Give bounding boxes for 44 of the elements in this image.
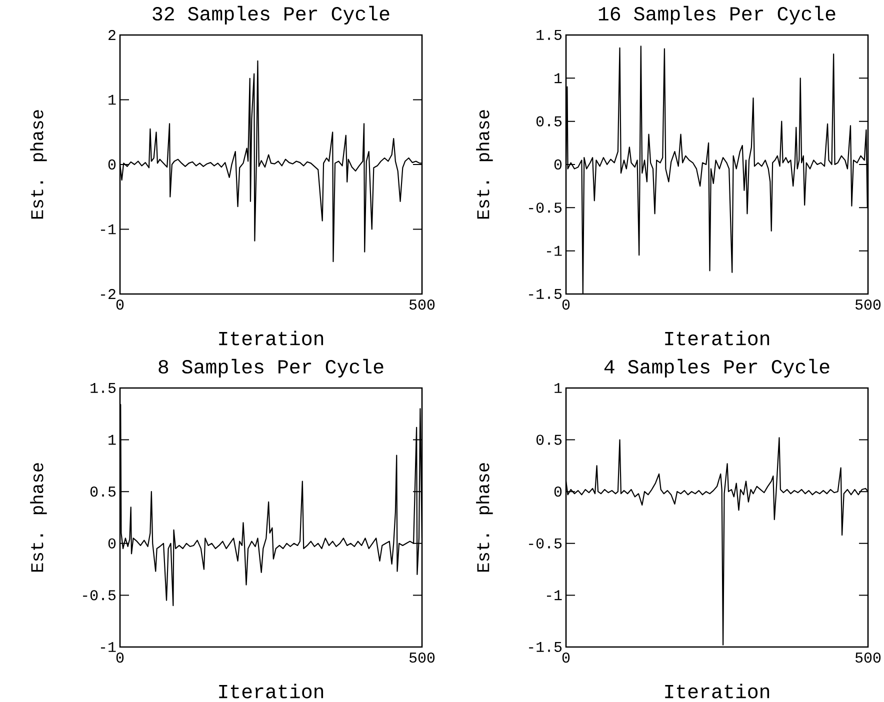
y-tick-label: -2 bbox=[100, 288, 116, 299]
chart-title: 8 Samples Per Cycle bbox=[158, 358, 384, 378]
x-tick-label: 0 bbox=[116, 300, 124, 310]
x-tick-label: 500 bbox=[409, 300, 435, 310]
y-tick-label: 1 bbox=[554, 73, 562, 84]
y-tick-label: 1.5 bbox=[536, 30, 562, 40]
y-tick-label: 1 bbox=[108, 434, 116, 445]
y-axis-title: Est. phase bbox=[476, 463, 493, 572]
y-tick-label: 2 bbox=[108, 30, 116, 40]
y-tick-label: -1 bbox=[546, 590, 562, 600]
x-tick-label: 0 bbox=[562, 652, 570, 663]
y-axis-title: Est. phase bbox=[30, 463, 47, 572]
y-tick-label: -1 bbox=[546, 246, 562, 256]
chart-title: 32 Samples Per Cycle bbox=[152, 6, 390, 25]
x-axis-title: Iteration bbox=[219, 684, 324, 698]
y-tick-label: 1 bbox=[554, 383, 562, 393]
x-axis-title: Iteration bbox=[665, 684, 770, 698]
x-axis-title: Iteration bbox=[219, 330, 324, 346]
chart-title: 16 Samples Per Cycle bbox=[598, 6, 836, 25]
y-tick-label: 0.5 bbox=[536, 116, 562, 126]
x-tick-label: 500 bbox=[409, 652, 435, 663]
x-axis-title: Iteration bbox=[665, 330, 770, 346]
y-tick-label: -1.5 bbox=[529, 289, 562, 299]
y-tick-label: -1 bbox=[100, 224, 116, 234]
y-tick-label: 0 bbox=[108, 159, 116, 170]
y-tick-label: -0.5 bbox=[529, 202, 562, 213]
y-tick-label: 0.5 bbox=[536, 434, 562, 445]
y-tick-label: -0.5 bbox=[83, 590, 116, 600]
x-tick-label: 500 bbox=[855, 652, 881, 663]
y-tick-label: 0.5 bbox=[90, 486, 116, 497]
y-tick-label: -0.5 bbox=[529, 538, 562, 548]
y-tick-label: 0 bbox=[554, 159, 562, 170]
y-axis-title: Est. phase bbox=[476, 110, 493, 219]
y-tick-label: 1.5 bbox=[90, 383, 116, 393]
y-tick-label: -1 bbox=[100, 642, 116, 652]
x-tick-label: 500 bbox=[855, 300, 881, 310]
y-axis-title: Est. phase bbox=[30, 110, 47, 219]
y-tick-label: 0 bbox=[554, 486, 562, 497]
chart-title: 4 Samples Per Cycle bbox=[604, 358, 830, 378]
y-tick-label: -1.5 bbox=[529, 642, 562, 652]
x-tick-label: 0 bbox=[116, 652, 124, 663]
y-tick-label: 0 bbox=[108, 538, 116, 548]
x-tick-label: 0 bbox=[562, 300, 570, 310]
y-tick-label: 1 bbox=[108, 94, 116, 105]
